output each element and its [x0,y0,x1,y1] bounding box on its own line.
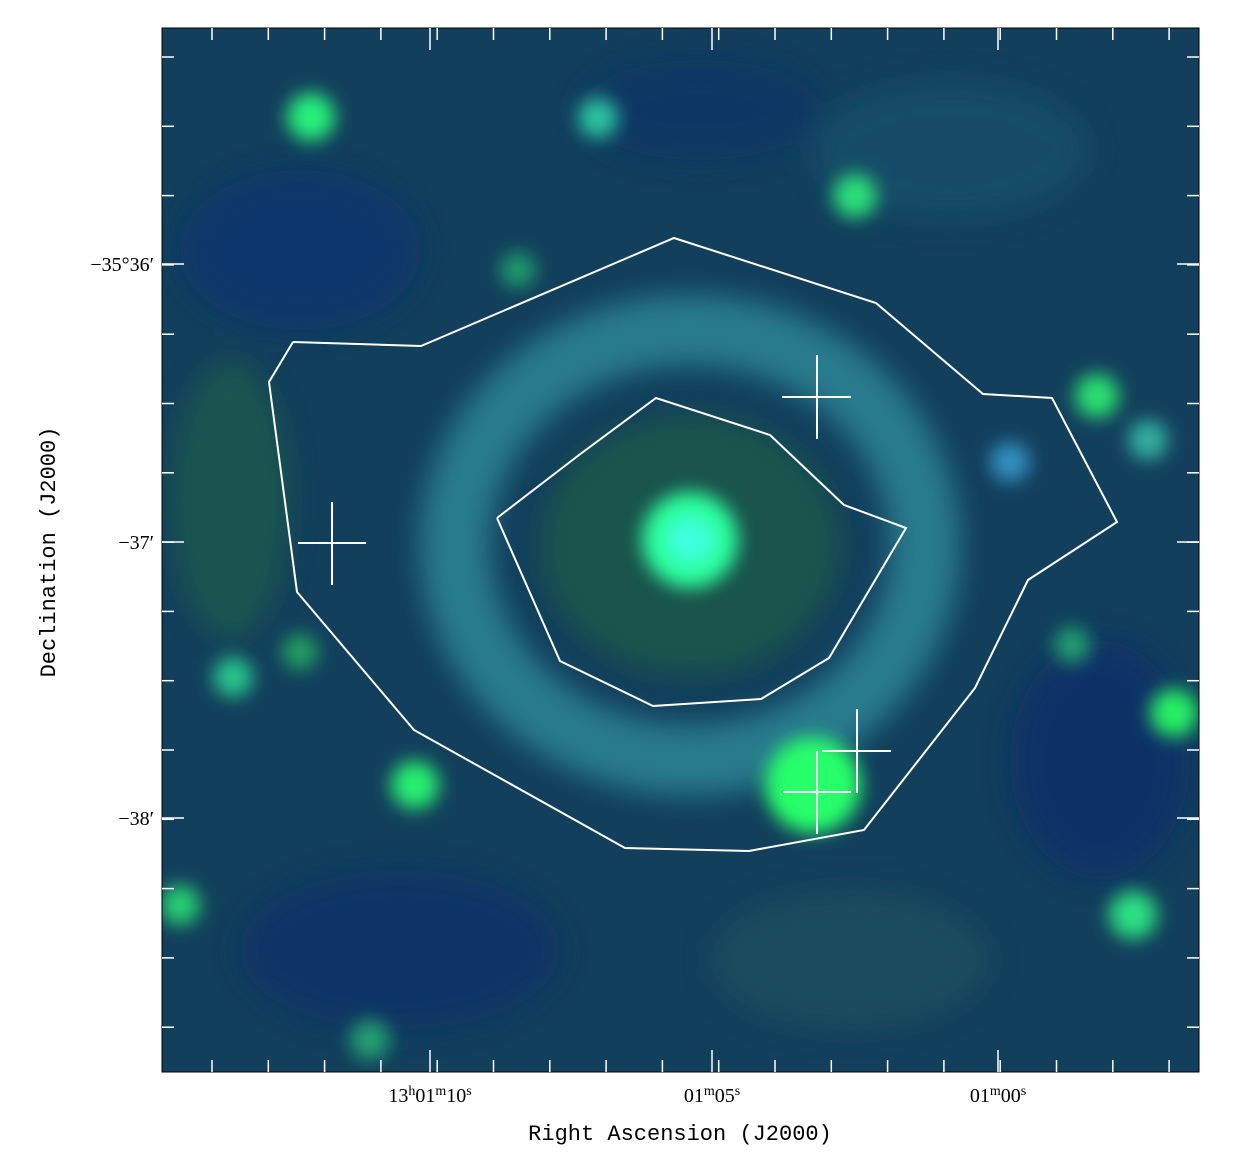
tick-label-part: m [990,1084,1001,1099]
x-tick-label: 01m05s [684,1084,740,1108]
tick-label-part: 01 [970,1085,990,1107]
y-tick-label: −35°36′ [90,254,154,276]
tick-label-part: 13 [388,1085,408,1107]
y-tick-label: −37′ [118,532,154,554]
tick-label-part: 05 [715,1085,735,1107]
inner-contour [496,396,908,708]
x-tick-label: 01m00s [970,1084,1026,1108]
tick-label-part: 01 [684,1085,704,1107]
y-axis-label: Declination (J2000) [37,427,62,678]
cross [298,502,366,585]
tick-label-part: s [466,1084,471,1099]
tick-label-part: m [435,1084,446,1099]
cross [782,355,851,439]
tick-label-part: 10 [446,1085,466,1107]
cross [822,709,891,793]
contours [267,236,1119,853]
tick-label-part: h [408,1084,415,1099]
ticks [162,28,1199,1072]
cross [783,751,851,834]
tick-label-part: 00 [1001,1085,1021,1107]
tick-label-part: 01 [415,1085,435,1107]
tick-label-part: s [735,1084,740,1099]
plot-frame [161,27,1200,1073]
tick-label-part: m [704,1084,715,1099]
x-axis-label: Right Ascension (J2000) [528,1122,832,1147]
outer-contour [267,236,1119,853]
y-tick-label: −38′ [118,808,154,830]
x-tick-label: 13h01m10s [388,1084,471,1108]
sky-image [162,28,1199,1072]
markers [298,355,891,834]
tick-label-part: s [1021,1084,1026,1099]
